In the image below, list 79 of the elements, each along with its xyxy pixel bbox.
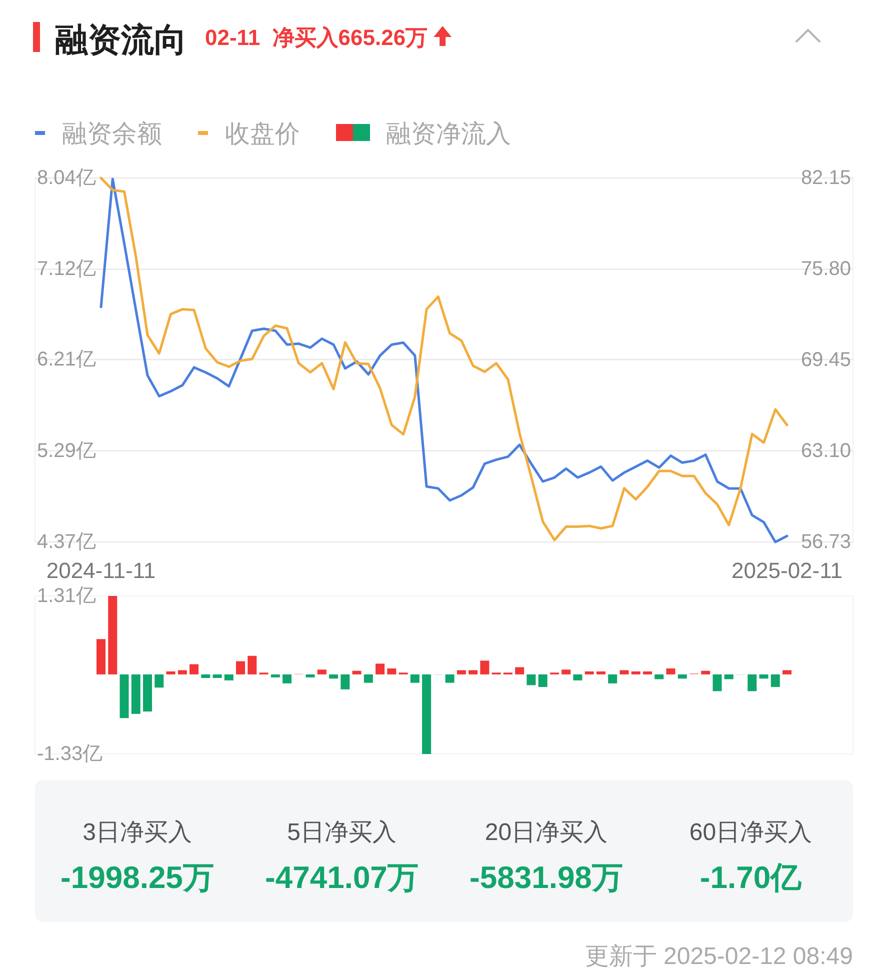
bar <box>759 674 768 679</box>
bar <box>770 674 780 687</box>
bar <box>376 664 385 674</box>
bar <box>410 674 420 683</box>
legend-label: 收盘价 <box>225 120 300 148</box>
bar <box>538 674 548 687</box>
chart-title: 融资流向 <box>55 21 187 58</box>
y2-tick-label: 82.15 <box>800 167 851 189</box>
bar <box>340 674 350 690</box>
text: -5831.98万 <box>470 860 623 895</box>
bar <box>178 670 187 674</box>
bar <box>596 671 606 674</box>
bar <box>364 674 373 683</box>
bar <box>642 671 652 674</box>
bar <box>224 674 234 680</box>
bar <box>468 670 478 674</box>
text: -1998.25万 <box>60 860 214 895</box>
y-tick-label: 6.21亿 <box>37 348 96 371</box>
bar <box>608 674 618 684</box>
y-tick-label: 5.29亿 <box>37 440 96 462</box>
bar <box>154 674 164 688</box>
y2-tick-label: 69.45 <box>800 348 851 371</box>
bar <box>108 596 118 674</box>
y-tick-label: 8.04亿 <box>37 167 96 189</box>
chart-subtitle: 02-11 净买入665.26万 <box>205 25 428 50</box>
legend-label: 融资净流入 <box>386 120 511 148</box>
bar <box>317 670 326 674</box>
bar <box>782 670 792 674</box>
y2-tick-label: 63.10 <box>800 440 851 462</box>
bar <box>282 674 292 684</box>
text: 更新于 2025-02-12 08:49 <box>584 943 853 970</box>
bar <box>306 674 315 678</box>
bar <box>666 668 676 674</box>
bar <box>248 656 257 674</box>
bar <box>573 674 582 680</box>
bar <box>270 674 280 678</box>
bar <box>445 674 454 683</box>
text: 3日净买入 <box>82 819 192 846</box>
bar <box>480 660 490 674</box>
bar <box>201 674 210 678</box>
text: -4741.07万 <box>265 860 418 895</box>
text: 5日净买入 <box>287 819 396 846</box>
x-tick-label: 2025-02-11 <box>732 558 842 583</box>
bar <box>631 671 640 674</box>
bar <box>422 674 432 754</box>
x-tick-label: 2024-11-11 <box>46 558 156 583</box>
bar <box>352 670 362 674</box>
bar <box>236 661 246 674</box>
bar <box>515 667 524 674</box>
y-tick-label: -1.33亿 <box>37 743 103 765</box>
text: -1.70亿 <box>700 860 803 895</box>
y-tick-label: 4.37亿 <box>37 531 96 553</box>
bar <box>190 664 199 674</box>
bar <box>329 674 338 679</box>
bar <box>712 674 722 692</box>
bar <box>562 670 571 674</box>
bar <box>212 674 222 678</box>
y2-tick-label: 56.73 <box>800 531 851 553</box>
y-tick-label: 7.12亿 <box>37 258 96 280</box>
bar <box>120 674 129 718</box>
bar <box>387 668 396 674</box>
legend-label: 融资余额 <box>62 120 162 148</box>
bar <box>456 670 466 674</box>
bar <box>166 671 176 674</box>
bar <box>724 674 734 680</box>
bar <box>131 674 140 714</box>
bar <box>526 674 536 686</box>
bar <box>143 674 152 712</box>
bar <box>701 670 710 674</box>
bar <box>96 639 106 674</box>
bar <box>654 674 664 680</box>
bar <box>620 670 629 674</box>
bar <box>584 671 594 674</box>
bar <box>678 674 687 679</box>
y2-tick-label: 75.80 <box>800 258 851 280</box>
text: 20日净买入 <box>484 819 608 846</box>
text: 60日净买入 <box>689 819 812 846</box>
y-tick-label: 1.31亿 <box>37 585 96 607</box>
bar <box>748 674 757 692</box>
